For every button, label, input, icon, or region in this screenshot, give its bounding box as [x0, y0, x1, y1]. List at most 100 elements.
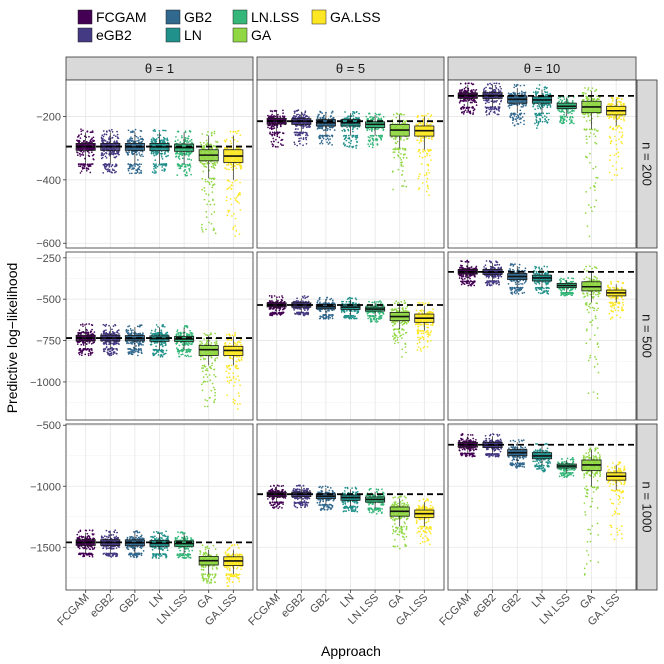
- outlier-point: [430, 159, 432, 161]
- outlier-point: [498, 82, 501, 85]
- legend-item-ln: LN: [165, 27, 202, 43]
- outlier-point: [595, 129, 598, 132]
- outlier-point: [425, 190, 428, 193]
- point: [230, 163, 233, 166]
- point: [225, 138, 228, 141]
- outlier-point: [115, 170, 117, 173]
- point: [100, 157, 103, 160]
- outlier-point: [227, 187, 230, 189]
- point: [230, 166, 233, 169]
- outlier-point: [231, 181, 234, 184]
- outlier-point: [88, 163, 91, 166]
- point: [355, 117, 358, 120]
- legend-label-ln-lss: LN.LSS: [251, 9, 299, 25]
- outlier-point: [485, 113, 488, 116]
- outlier-point: [232, 130, 235, 133]
- outlier-point: [104, 168, 107, 170]
- outlier-point: [348, 141, 350, 144]
- point: [472, 98, 475, 101]
- outlier-point: [298, 137, 301, 140]
- point: [186, 139, 189, 142]
- outlier-point: [235, 230, 238, 232]
- outlier-point: [328, 135, 331, 138]
- point: [473, 101, 476, 104]
- outlier-point: [232, 226, 235, 229]
- outlier-point: [418, 175, 420, 178]
- point: [135, 135, 138, 138]
- point: [150, 151, 153, 153]
- legend-label-ga: GA: [251, 27, 272, 43]
- point: [80, 133, 83, 135]
- outlier-point: [234, 217, 237, 220]
- point: [223, 139, 226, 142]
- outlier-point: [466, 111, 468, 113]
- point: [373, 116, 375, 119]
- point: [520, 106, 523, 108]
- outlier-point: [156, 165, 159, 168]
- point: [341, 129, 344, 132]
- point: [606, 115, 609, 118]
- outlier-point: [610, 96, 613, 99]
- outlier-point: [378, 135, 381, 138]
- point: [561, 99, 564, 102]
- point: [587, 115, 590, 118]
- point: [488, 87, 491, 89]
- outlier-point: [279, 143, 282, 145]
- outlier-point: [81, 166, 84, 169]
- outlier-point: [488, 108, 491, 111]
- outlier-point: [583, 128, 586, 131]
- point: [333, 129, 336, 131]
- point: [283, 115, 286, 118]
- legend-key-gb2: [165, 9, 181, 25]
- outlier-point: [591, 210, 593, 213]
- outlier-point: [296, 134, 299, 136]
- outlier-point: [399, 113, 402, 115]
- outlier-point: [238, 233, 241, 235]
- point: [396, 140, 399, 143]
- outlier-point: [158, 129, 161, 132]
- outlier-point: [83, 167, 86, 169]
- outlier-point: [520, 112, 522, 115]
- outlier-point: [230, 203, 233, 206]
- outlier-point: [519, 121, 522, 124]
- point: [304, 124, 307, 127]
- point: [597, 115, 599, 118]
- outlier-point: [134, 128, 137, 131]
- outlier-point: [511, 117, 514, 119]
- outlier-point: [617, 125, 620, 127]
- point: [326, 129, 329, 132]
- point: [164, 138, 166, 140]
- point: [180, 135, 183, 137]
- point: [230, 142, 233, 145]
- point: [76, 154, 79, 156]
- outlier-point: [371, 138, 374, 141]
- outlier-point: [345, 139, 348, 142]
- outlier-point: [185, 171, 188, 174]
- outlier-point: [417, 150, 420, 153]
- outlier-point: [393, 156, 396, 159]
- outlier-point: [103, 163, 106, 165]
- outlier-point: [272, 137, 275, 140]
- outlier-point: [594, 135, 597, 138]
- point: [138, 141, 141, 144]
- outlier-point: [140, 169, 143, 172]
- point: [214, 145, 216, 148]
- point: [471, 101, 473, 104]
- point: [430, 136, 433, 139]
- point: [463, 90, 466, 93]
- point: [458, 101, 461, 104]
- outlier-point: [202, 231, 204, 233]
- outlier-point: [234, 179, 236, 182]
- point: [117, 153, 120, 156]
- outlier-point: [594, 182, 597, 184]
- point: [229, 140, 232, 142]
- outlier-point: [106, 164, 109, 166]
- point: [484, 99, 487, 102]
- outlier-point: [616, 174, 619, 177]
- point: [189, 140, 192, 142]
- point: [427, 137, 430, 140]
- outlier-point: [430, 114, 433, 117]
- outlier-point: [140, 130, 143, 132]
- point: [352, 115, 355, 117]
- point: [160, 139, 163, 142]
